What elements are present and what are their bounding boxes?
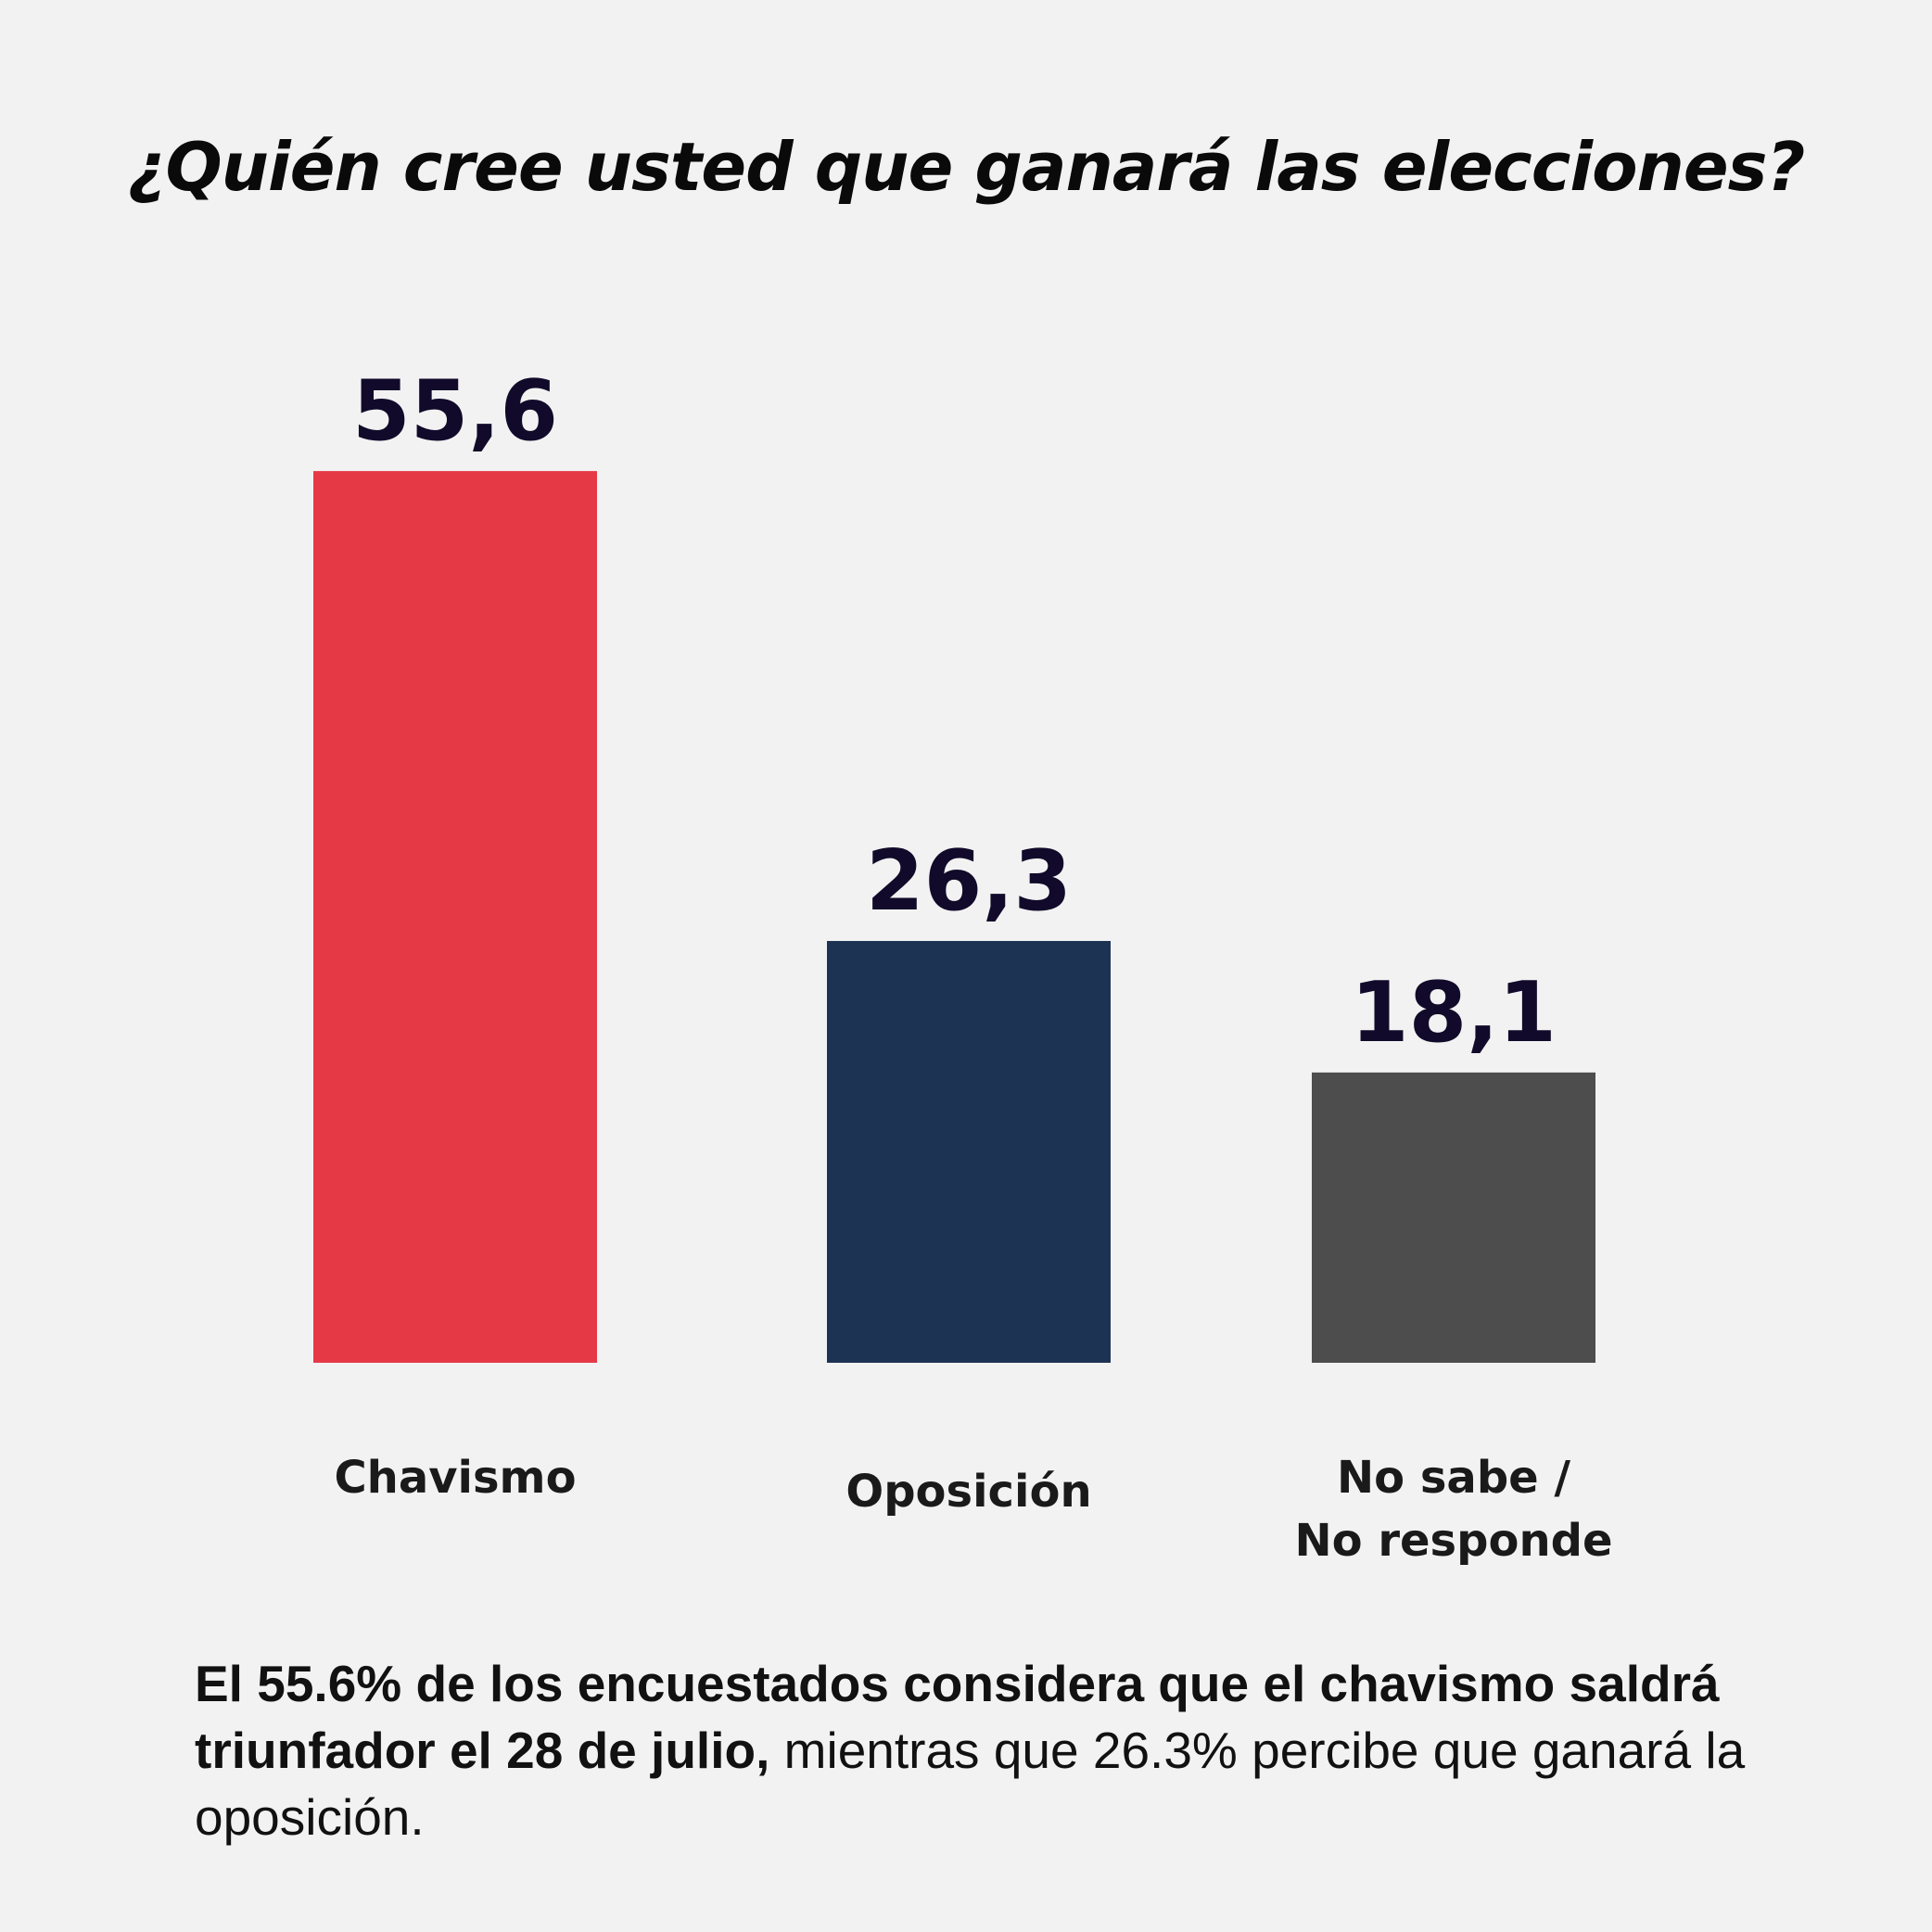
category-label-oposicion: Oposición bbox=[845, 1466, 1091, 1518]
value-label-oposicion: 26,3 bbox=[866, 833, 1072, 930]
footnote-regular-text: mientras que 26.3% percibe que ganará la… bbox=[195, 1722, 1746, 1846]
category-label-chavismo: Chavismo bbox=[334, 1452, 576, 1504]
footnote: El 55.6% de los encuestados considera qu… bbox=[195, 1650, 1771, 1850]
bar-no-sabe-no-responde bbox=[1312, 1072, 1595, 1363]
chart-title: ¿Quién cree usted que ganará las eleccio… bbox=[127, 128, 1806, 206]
footnote-bold-text: El 55.6% de los encuestados considera qu… bbox=[195, 1655, 1720, 1779]
bar-chavismo bbox=[313, 471, 597, 1363]
category-label-no-sabe-no-responde-line-1: No sabe / bbox=[1337, 1452, 1570, 1504]
category-label-no-sabe-no-responde-line-2: No responde bbox=[1294, 1515, 1612, 1567]
bar-oposicion bbox=[827, 941, 1111, 1363]
value-label-chavismo: 55,6 bbox=[352, 362, 558, 460]
value-label-no-sabe-no-responde: 18,1 bbox=[1351, 964, 1557, 1061]
